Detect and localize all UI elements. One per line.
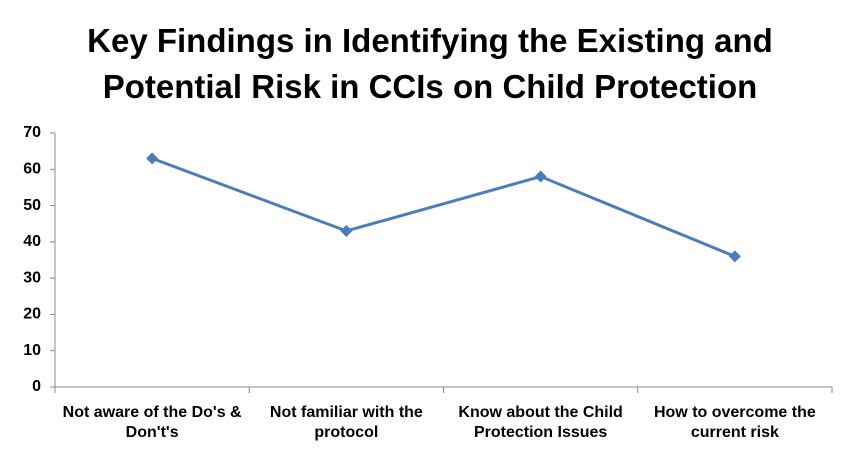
marker bbox=[340, 224, 353, 237]
marker bbox=[146, 152, 159, 165]
y-tick-label: 50 bbox=[23, 197, 41, 214]
y-tick-label: 10 bbox=[23, 342, 41, 359]
y-tick-label: 40 bbox=[23, 233, 41, 250]
marker bbox=[534, 170, 547, 183]
x-tick-label: Know about the Child Protection Issues bbox=[458, 404, 623, 441]
y-tick-label: 70 bbox=[23, 124, 41, 141]
line bbox=[151, 156, 736, 258]
y-tick-label: 20 bbox=[23, 306, 41, 323]
x-tick-label: Not aware of the Do's & Don't's bbox=[62, 404, 242, 441]
x-tick-label: How to overcome the current risk bbox=[653, 404, 816, 441]
x-tick-label: Not familiar with the protocol bbox=[269, 404, 423, 441]
marker bbox=[728, 250, 741, 263]
y-tick-label: 0 bbox=[32, 378, 41, 395]
y-tick-label: 60 bbox=[23, 161, 41, 178]
chart-title: Key Findings in Identifying the Existing… bbox=[87, 22, 773, 105]
y-tick-label: 30 bbox=[23, 269, 41, 286]
